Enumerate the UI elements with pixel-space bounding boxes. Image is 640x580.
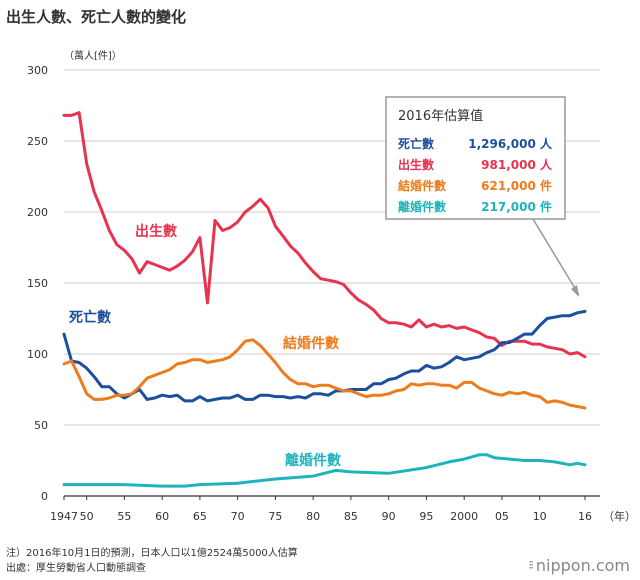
series-line-3	[62, 453, 587, 488]
annotation-row-label: 離婚件數	[398, 199, 446, 214]
y-tick-label: 0	[41, 490, 48, 503]
series-label-death: 死亡數	[68, 309, 111, 326]
annotation-row-value: 981,000 人	[481, 157, 553, 172]
x-tick-label: 80	[306, 510, 320, 523]
annotation-row-label: 死亡數	[398, 136, 434, 151]
x-tick-label: 90	[382, 510, 396, 523]
x-tick-label: 1947	[50, 510, 78, 523]
x-tick-label: 55	[117, 510, 131, 523]
x-tick-label: 05	[495, 510, 509, 523]
y-tick-label: 200	[27, 206, 48, 219]
series-line-2	[62, 338, 587, 410]
footer-note: 注）2016年10月1日的預測，日本人口以1億2524萬5000人估算	[6, 548, 298, 559]
x-tick-label: 70	[231, 510, 245, 523]
x-tick-label: 10	[533, 510, 547, 523]
x-tick-label: 16	[578, 510, 592, 523]
y-tick-label: 150	[27, 277, 48, 290]
x-tick-label: 50	[80, 510, 94, 523]
series-label-birth: 出生數	[135, 223, 177, 240]
brand-logo: ⁝⁝ nippon.com	[528, 556, 630, 575]
y-tick-label: 250	[27, 135, 48, 148]
footer-source: 出處：厚生勞動省人口動態調查	[6, 563, 146, 574]
series-line-0	[62, 111, 587, 359]
series-line-1	[62, 309, 587, 403]
y-tick-label: 50	[34, 419, 48, 432]
y-tick-label: 300	[27, 64, 48, 77]
y-axis-label: （萬人[件]）	[64, 49, 122, 62]
y-tick-label: 100	[27, 348, 48, 361]
x-tick-label: 2000	[450, 510, 478, 523]
x-tick-label: 60	[155, 510, 169, 523]
x-axis-label: （年）	[603, 509, 636, 523]
series-label-marriage: 結婚件數	[283, 335, 339, 352]
annotation-row-label: 結婚件數	[398, 178, 446, 193]
annotation-row-value: 217,000 件	[481, 199, 552, 214]
annotation-row-value: 621,000 件	[481, 178, 552, 193]
brand-text: nippon.com	[535, 556, 630, 575]
annotation-title: 2016年估算值	[398, 108, 483, 124]
footer: 注）2016年10月1日的預測，日本人口以1億2524萬5000人估算 出處：厚…	[6, 546, 298, 576]
x-tick-label: 75	[268, 510, 282, 523]
series-label-divorce: 離婚件數	[285, 452, 341, 469]
x-tick-label: 65	[193, 510, 207, 523]
chart-series	[62, 111, 587, 488]
annotation-row-value: 1,296,000 人	[468, 136, 553, 151]
annotation-row-label: 出生數	[398, 157, 434, 172]
x-tick-label: 95	[419, 510, 433, 523]
brand-dots-icon: ⁝⁝	[528, 558, 533, 572]
page-title: 出生人數、死亡人數的變化	[6, 8, 187, 26]
x-tick-label: 85	[344, 510, 358, 523]
